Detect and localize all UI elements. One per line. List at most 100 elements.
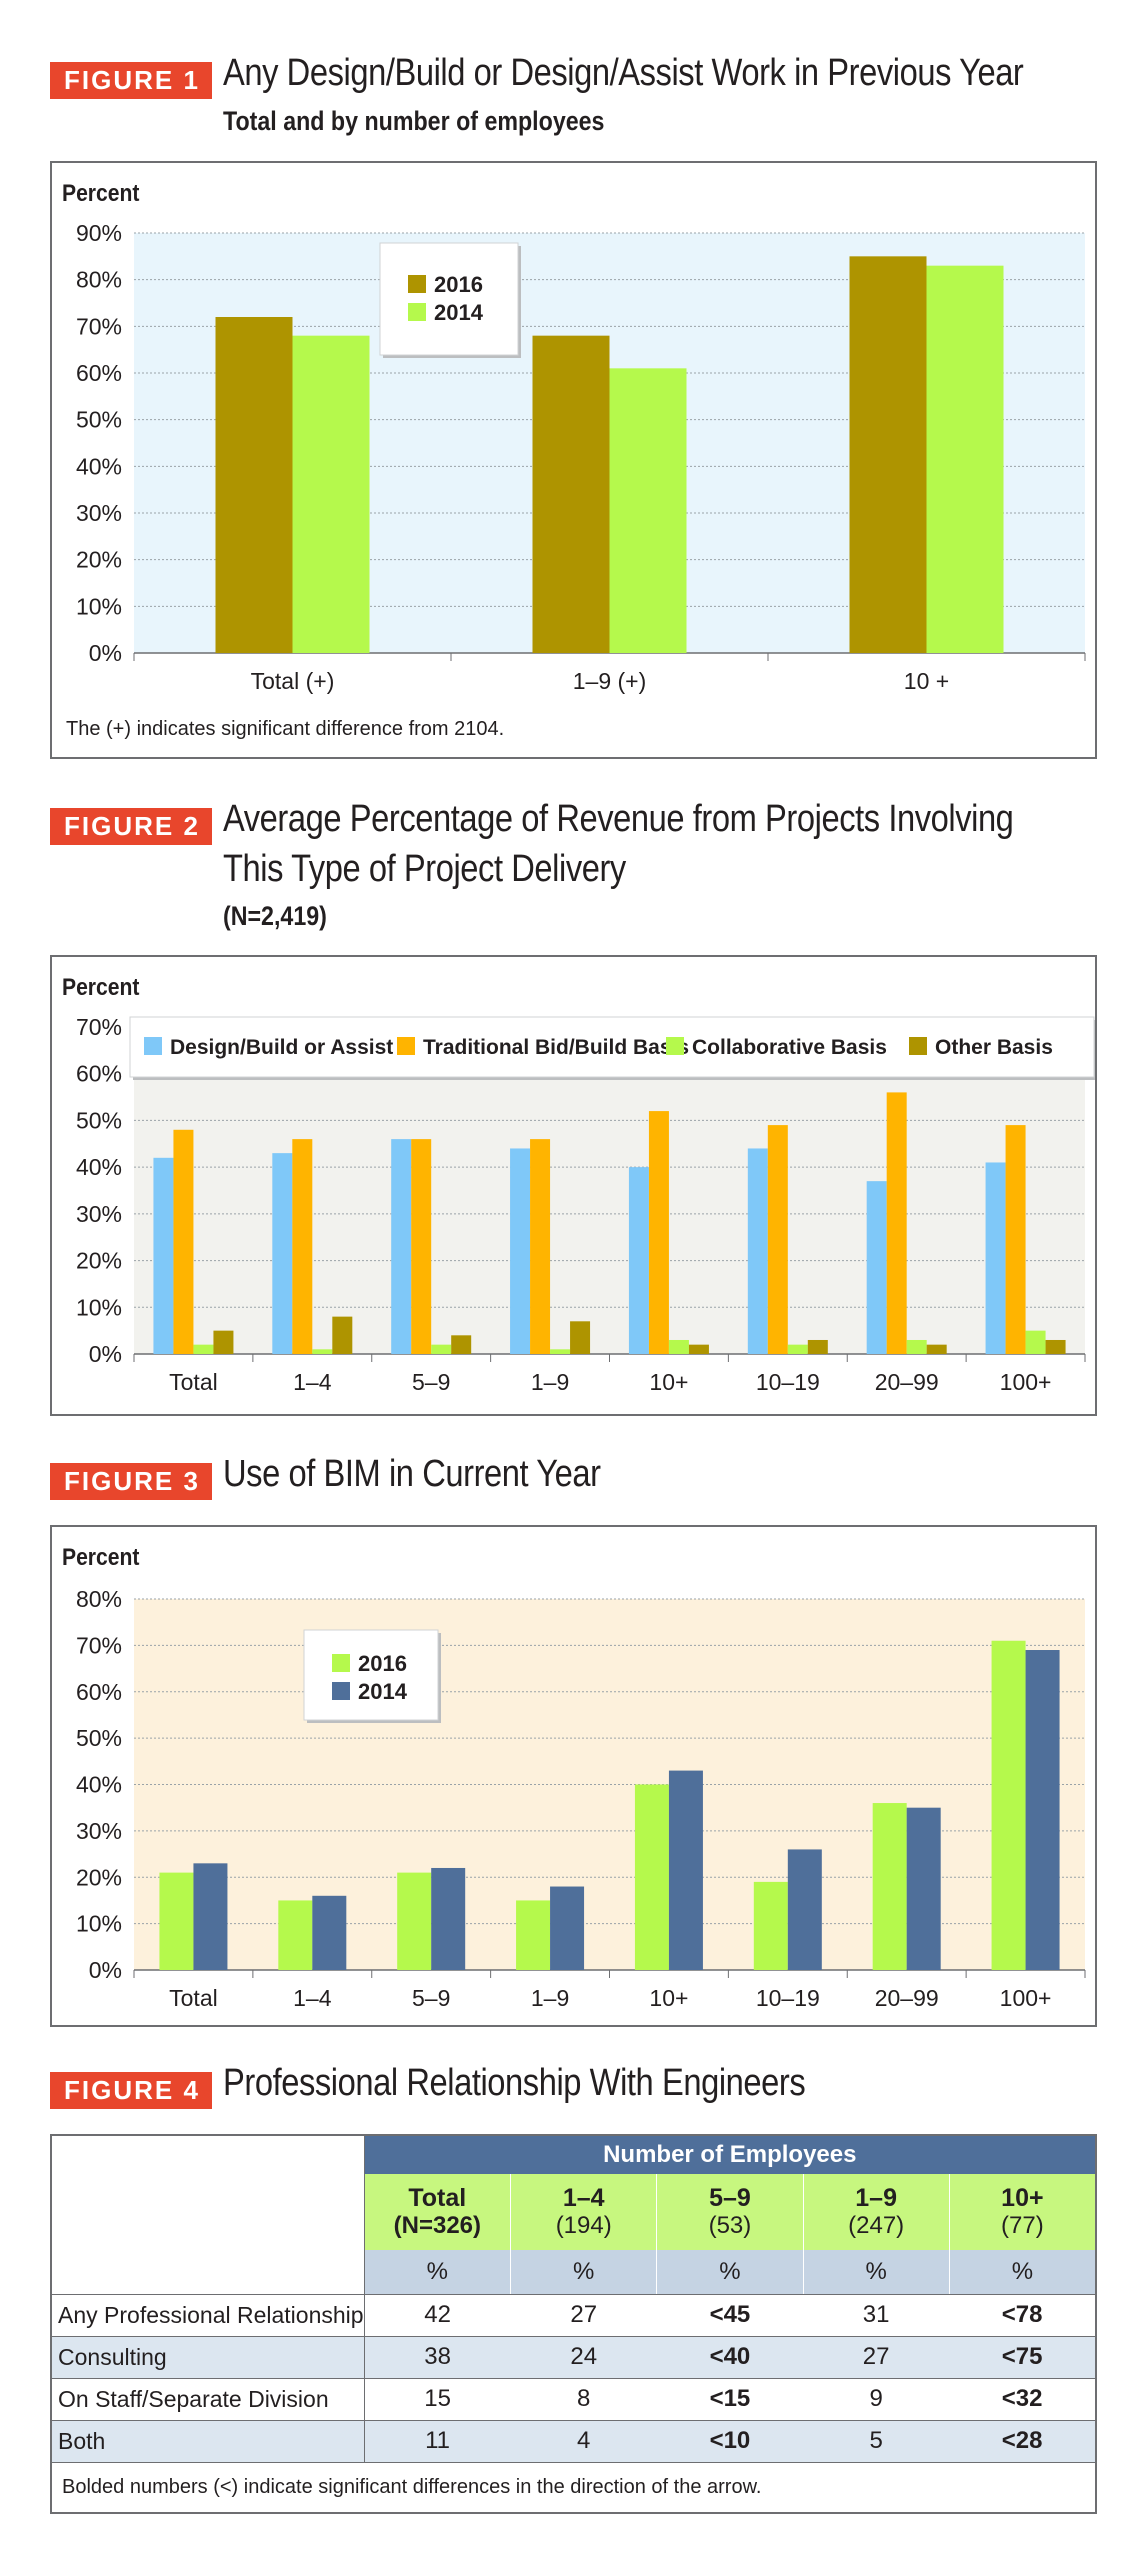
figure-1-badge: FIGURE 1 [50, 62, 212, 99]
x-tick-label: 1–9 [531, 1369, 569, 1395]
table-cell: 27 [510, 2294, 657, 2337]
y-tick-label: 40% [76, 453, 122, 479]
bar-other-basis [213, 1330, 234, 1354]
bar-2016 [634, 1784, 669, 1970]
bar-2016 [991, 1640, 1026, 1970]
table-cell: 5 [803, 2420, 950, 2463]
y-tick-label: 30% [76, 1818, 122, 1844]
bar-2016 [215, 317, 293, 653]
figure-2-chart: Percent 0% 10% 20% 30% 40% 50% 60% 70% Total 1–4 5–… [62, 974, 1097, 1395]
figure-4-table-panel: Number of Employees Total (N=326) 1–4 (194)… [50, 2134, 1097, 2514]
y-tick-label: 90% [76, 220, 122, 246]
x-tick-label: 10+ [649, 1985, 688, 2011]
legend-swatch [408, 275, 426, 293]
bar-traditional-bid-build-basis [648, 1111, 669, 1354]
bar-design-build-or-assist [510, 1148, 531, 1354]
bar-2014 [1025, 1650, 1060, 1970]
bar-other-basis [1045, 1339, 1066, 1354]
bar-other-basis [332, 1316, 353, 1354]
column-label: Total [408, 2184, 467, 2212]
bar-collaborative-basis [193, 1344, 214, 1354]
table-cell: <78 [949, 2294, 1095, 2337]
legend-label: Other Basis [935, 1036, 1053, 1059]
y-tick-label: 0% [89, 1957, 122, 1983]
table-cell: 31 [803, 2294, 950, 2337]
column-n: (247) [848, 2212, 905, 2239]
y-tick-label: 10% [76, 593, 122, 619]
bar-2016 [159, 1872, 194, 1970]
legend-label: 2014 [434, 300, 484, 325]
figure-2-subtitle: (N=2,419) [223, 901, 327, 931]
bar-design-build-or-assist [747, 1148, 768, 1354]
legend-swatch [909, 1037, 927, 1055]
bar-2014 [906, 1807, 941, 1970]
bar-2016 [397, 1872, 432, 1970]
x-tick-label: 10–19 [756, 1985, 820, 2011]
bar-2016 [532, 335, 610, 653]
legend-label: 2014 [358, 1679, 408, 1704]
legend-label: 2016 [434, 272, 483, 297]
table-cell: <32 [949, 2378, 1095, 2421]
table-note: Bolded numbers (<) indicate significant … [52, 2462, 1095, 2512]
legend-swatch [332, 1654, 350, 1672]
bar-collaborative-basis [1025, 1330, 1046, 1354]
figure-2-title-line2: This Type of Project Delivery [223, 848, 626, 890]
table-cell: <40 [656, 2336, 804, 2379]
unit-cell: % [364, 2250, 512, 2295]
bar-2014 [926, 265, 1004, 653]
bar-2014 [609, 368, 687, 653]
table-cell: 38 [364, 2336, 511, 2379]
figure-3-badge: FIGURE 3 [50, 1463, 212, 1500]
table-body: Any Professional Relationship 42 27 <45 31 <7… [52, 2294, 1095, 2463]
legend-swatch [144, 1037, 162, 1055]
bar-2014 [668, 1770, 703, 1970]
bar-collaborative-basis [431, 1344, 452, 1354]
table-cell: 24 [510, 2336, 657, 2379]
legend-swatch [408, 303, 426, 321]
y-tick-label: 70% [76, 313, 122, 339]
bar-2016 [849, 256, 927, 653]
x-tick-label: 5–9 [412, 1369, 450, 1395]
y-tick-label: 80% [76, 1586, 122, 1612]
bar-traditional-bid-build-basis [886, 1092, 907, 1354]
y-tick-label: 70% [76, 1014, 122, 1040]
bar-traditional-bid-build-basis [1005, 1125, 1026, 1354]
y-tick-label: 10% [76, 1911, 122, 1937]
bar-other-basis [570, 1321, 591, 1354]
figure-3-chart: Percent 0% 10% 20% 30% 40% 50% 60% 70% 80% Total 1–… [62, 1544, 1086, 2011]
legend-swatch [332, 1682, 350, 1700]
bar-2016 [872, 1803, 907, 1970]
y-tick-label: 0% [89, 640, 122, 666]
x-tick-label: 10–19 [756, 1369, 820, 1395]
y-tick-label: 40% [76, 1154, 122, 1180]
y-tick-label: 0% [89, 1341, 122, 1367]
column-n: (53) [708, 2212, 752, 2239]
table-cell: <75 [949, 2336, 1095, 2379]
x-tick-label: 1–9 (+) [573, 668, 647, 694]
table-cell: 11 [364, 2420, 511, 2463]
row-label: Both [52, 2420, 365, 2463]
x-tick-label: 10+ [649, 1369, 688, 1395]
bar-traditional-bid-build-basis [767, 1125, 788, 1354]
figure-2-badge: FIGURE 2 [50, 808, 212, 845]
column-label: 1–9 [855, 2184, 897, 2212]
x-tick-label: Total (+) [251, 668, 335, 694]
table-row: Consulting 38 24 <40 27 <75 [52, 2336, 1095, 2379]
unit-cell: % [949, 2250, 1095, 2295]
bar-design-build-or-assist [628, 1167, 649, 1354]
y-tick-label: 20% [76, 1864, 122, 1890]
figure-3-title: Use of BIM in Current Year [223, 1453, 601, 1495]
y-tick-label: 40% [76, 1772, 122, 1798]
x-tick-label: Total [169, 1985, 218, 2011]
figure-4-title: Professional Relationship With Engineers [223, 2062, 806, 2104]
column-n: (N=326) [393, 2212, 481, 2239]
bar-traditional-bid-build-basis [173, 1129, 194, 1354]
bar-collaborative-basis [906, 1339, 927, 1354]
bar-design-build-or-assist [153, 1157, 174, 1354]
figure-1-chart: Percent 0% 10% 20% 30% 40% 50% 60% 70% 80% 90% Tota… [62, 180, 1086, 740]
y-tick-label: 10% [76, 1294, 122, 1320]
column-label: 10+ [1001, 2184, 1044, 2212]
unit-cell: % [510, 2250, 658, 2295]
x-tick-label: 20–99 [875, 1369, 939, 1395]
y-tick-label: 20% [76, 1248, 122, 1274]
